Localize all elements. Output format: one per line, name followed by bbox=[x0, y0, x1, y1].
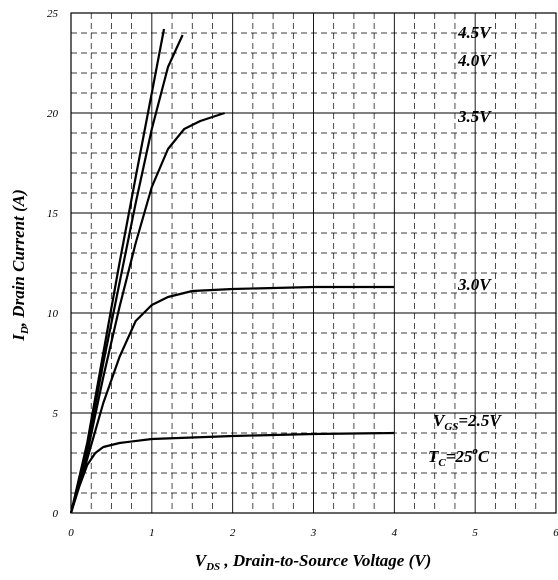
x-tick-label: 3 bbox=[310, 527, 317, 539]
curve-label-vgs-2-5v: VGS=2.5V bbox=[433, 411, 502, 433]
tc-main: T bbox=[428, 447, 439, 466]
x-axis-title-rest: , Drain-to-Source Voltage (V) bbox=[220, 551, 431, 570]
x-tick-label: 1 bbox=[149, 527, 155, 539]
curve-label-3-5v: 3.5V bbox=[457, 107, 492, 126]
y-tick-label: 5 bbox=[53, 408, 59, 420]
x-tick-labels: 0 1 2 3 4 5 6 bbox=[68, 527, 558, 539]
tc-sup: o bbox=[472, 445, 478, 457]
curves bbox=[69, 28, 395, 514]
vgs-sub: GS bbox=[444, 421, 458, 433]
x-tick-label: 6 bbox=[553, 527, 558, 539]
series-line bbox=[69, 431, 395, 514]
y-tick-label: 20 bbox=[47, 108, 59, 120]
curve-label-3-0v: 3.0V bbox=[457, 275, 492, 294]
y-tick-label: 25 bbox=[47, 8, 59, 20]
curve-label-4-0v: 4.0V bbox=[457, 51, 492, 70]
y-axis-title-rest: , Drain Current (A) bbox=[9, 189, 28, 327]
y-axis-title: ID, Drain Current (A) bbox=[9, 189, 31, 342]
tc-sub: C bbox=[438, 457, 446, 469]
tc-tail: C bbox=[478, 447, 490, 466]
series-line bbox=[69, 34, 184, 514]
x-axis-title-sub: DS bbox=[205, 561, 220, 573]
vgs-rest: =2.5V bbox=[458, 411, 502, 430]
vgs-main: V bbox=[433, 411, 446, 430]
y-axis-title-sub: D bbox=[19, 326, 31, 335]
y-tick-labels: 0 5 10 15 20 25 bbox=[47, 8, 59, 520]
x-tick-label: 0 bbox=[68, 527, 74, 539]
curve-label-4-5v: 4.5V bbox=[457, 23, 492, 42]
temperature-label: TC=25oC bbox=[428, 445, 490, 469]
y-axis-title-main: I bbox=[9, 333, 28, 342]
y-tick-label: 10 bbox=[47, 308, 59, 320]
grid bbox=[71, 13, 556, 513]
x-tick-label: 5 bbox=[472, 527, 478, 539]
series-line bbox=[69, 111, 225, 514]
tc-rest: =25 bbox=[446, 447, 473, 466]
y-tick-label: 0 bbox=[53, 508, 59, 520]
plot-frame bbox=[70, 12, 557, 514]
series-line bbox=[69, 285, 395, 514]
x-axis-title: VDS , Drain-to-Source Voltage (V) bbox=[195, 551, 432, 573]
y-tick-label: 15 bbox=[47, 208, 59, 220]
x-axis-title-main: V bbox=[195, 551, 208, 570]
series-line bbox=[69, 28, 166, 514]
x-tick-label: 4 bbox=[392, 527, 398, 539]
x-tick-label: 2 bbox=[230, 527, 236, 539]
